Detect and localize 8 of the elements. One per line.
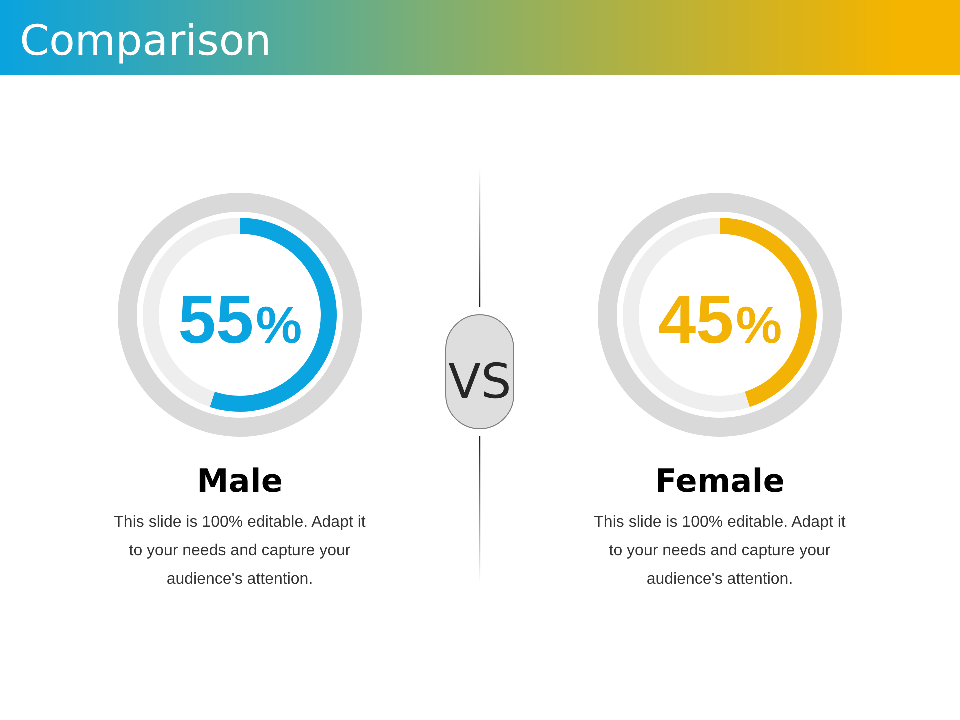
text: This slide is 100% editable. Adapt it to your needs and capture your audience's attention. <box>114 514 366 588</box>
text: This slide is 100% editable. Adapt it to your needs and capture your audience's attention. <box>594 514 846 588</box>
data-label: 45% <box>658 282 782 358</box>
text: Male <box>196 462 284 500</box>
text: Female <box>655 462 785 500</box>
text: Comparison <box>20 16 272 65</box>
text: VS <box>448 354 512 410</box>
data-label: 55% <box>178 282 302 358</box>
